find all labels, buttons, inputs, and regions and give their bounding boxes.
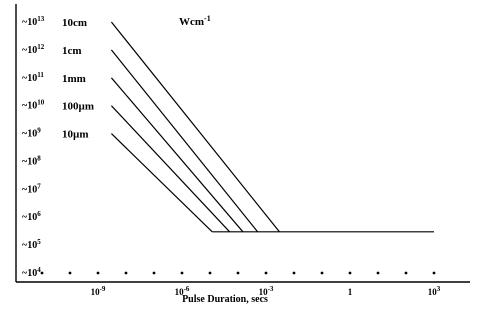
x-tick-label: 103 (428, 285, 441, 297)
plot-area (110, 21, 434, 233)
axis-dot (124, 271, 128, 275)
axis-dot (68, 271, 72, 275)
y-tick-label: ~1012 (22, 43, 45, 56)
series-label: 100µm (62, 101, 94, 113)
series-label: 10cm (62, 17, 87, 29)
y-tick-label: ~105 (22, 238, 41, 251)
x-tick-label: 10-3 (259, 285, 274, 297)
axis-dot (96, 271, 100, 275)
y-tick-label: ~1013 (22, 15, 45, 28)
x-axis-label: Pulse Duration, secs (182, 294, 268, 305)
axis-dot (404, 271, 408, 275)
axis-dot (432, 271, 436, 275)
series-labels: 10cm 1cm 1mm 100µm 10µm (62, 17, 94, 141)
axis-dot (152, 271, 156, 275)
x-tick-label: 10-9 (91, 285, 106, 297)
unit-exponent: -1 (204, 14, 211, 23)
series-label: 1cm (62, 45, 82, 57)
y-tick-label: ~109 (22, 127, 41, 140)
axis-dot (236, 271, 240, 275)
y-tick-labels: ~1013 ~1012 ~1011 ~1010 ~109 ~108 ~107 ~106 ~105… (22, 15, 45, 279)
series-line (110, 49, 259, 233)
y-tick-label: ~107 (22, 182, 41, 195)
axis-dot (208, 271, 212, 275)
series-label: 1mm (62, 73, 86, 85)
y-tick-label: ~104 (22, 266, 41, 279)
series-line (110, 133, 213, 233)
axis-dot (320, 271, 324, 275)
axis-dot (348, 271, 352, 275)
axis-dot (292, 271, 296, 275)
series-line (110, 77, 244, 233)
series-line (110, 21, 280, 233)
y-tick-label: ~108 (22, 154, 41, 167)
axis-dot (376, 271, 380, 275)
y-tick-label: ~106 (22, 210, 41, 223)
axis-dot (180, 271, 184, 275)
y-tick-label: ~1010 (22, 99, 45, 112)
axis-dot (264, 271, 268, 275)
y-tick-label: ~1011 (22, 71, 44, 84)
series-label: 10µm (62, 129, 89, 141)
unit-label: Wcm-1 (179, 14, 211, 28)
x-tick-labels: 10-9 10-6 10-3 1 103 (91, 285, 441, 297)
x-tick-label: 1 (348, 287, 353, 297)
axes (15, 4, 470, 283)
axis-dot (40, 271, 44, 275)
x-tick-label: 10-6 (175, 285, 190, 297)
series-line (110, 105, 231, 233)
